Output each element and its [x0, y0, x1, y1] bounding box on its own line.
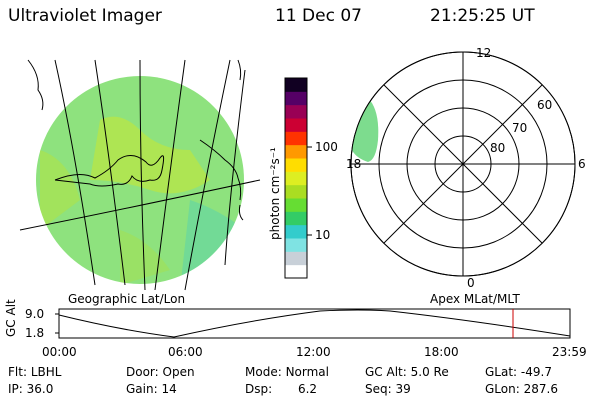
orbit-xtick: 18:00	[424, 345, 459, 359]
geographic-image-panel	[19, 59, 261, 291]
time-label: 21:25:25 UT	[430, 6, 535, 26]
info-glon: GLon: 287.6	[485, 382, 558, 396]
color-bar-segment	[285, 264, 307, 279]
color-bar-segment	[285, 104, 307, 119]
polar-plot	[350, 51, 576, 277]
color-bar-segment	[285, 78, 307, 92]
orbit-xtick: 00:00	[42, 345, 77, 359]
orbit-xtick: 12:00	[296, 345, 331, 359]
info-ip: IP: 36.0	[8, 382, 54, 396]
color-bar-segment	[285, 118, 307, 132]
orbit-ytick-low: 1.8	[25, 326, 45, 340]
info-door: Door: Open	[126, 365, 195, 379]
geo-panel-label: Geographic Lat/Lon	[68, 292, 186, 306]
orbit-altitude-plot	[55, 308, 571, 339]
geo-grid	[19, 59, 261, 291]
lat-label-70: 70	[512, 121, 528, 135]
altitude-curve	[58, 309, 571, 338]
colorbar-tick-100: 100	[315, 140, 338, 154]
color-bar-segment	[285, 251, 307, 266]
colorbar-tick-10: 10	[315, 228, 331, 242]
orbit-ytick-high: 9.0	[25, 307, 45, 321]
color-bar-segment	[285, 211, 307, 226]
colorbar-unit-label: photon cm⁻²s⁻¹	[268, 147, 282, 240]
coastline	[54, 155, 165, 187]
instrument-title: Ultraviolet Imager	[8, 6, 162, 26]
lat-label-60: 60	[537, 98, 553, 112]
color-bar-segment	[285, 224, 307, 239]
color-bar-segment	[285, 91, 307, 106]
orbit-ylabel: GC Alt	[4, 299, 18, 337]
color-bar-segment	[285, 198, 307, 212]
color-bar	[285, 78, 307, 279]
lat-label-80: 80	[490, 141, 506, 155]
orbit-xtick: 06:00	[168, 345, 203, 359]
color-bar-segment	[285, 238, 307, 252]
mlt-label-top: 12	[476, 46, 492, 60]
info-gain: Gain: 14	[126, 382, 177, 396]
mlt-label-bottom: 0	[467, 276, 475, 290]
mlt-label-right: 6	[578, 157, 586, 171]
mlt-label-left: 18	[346, 157, 362, 171]
polar-panel-label: Apex MLat/MLT	[430, 292, 520, 306]
info-dsp: Dsp: 6.2	[245, 382, 318, 396]
orbit-xtick: 23:59	[552, 345, 587, 359]
color-bar-segment	[285, 158, 307, 172]
info-glat: GLat: -49.7	[485, 365, 552, 379]
info-gc-alt: GC Alt: 5.0 Re	[365, 365, 449, 379]
date-label: 11 Dec 07	[275, 6, 362, 26]
color-bar-segment	[285, 184, 307, 199]
color-bar-segment	[285, 171, 307, 186]
info-seq: Seq: 39	[365, 382, 411, 396]
color-bar-segment	[285, 144, 307, 159]
color-bar-frame	[284, 77, 308, 279]
color-bar-segment	[285, 131, 307, 146]
info-filter: Flt: LBHL	[8, 365, 62, 379]
info-mode: Mode: Normal	[245, 365, 329, 379]
